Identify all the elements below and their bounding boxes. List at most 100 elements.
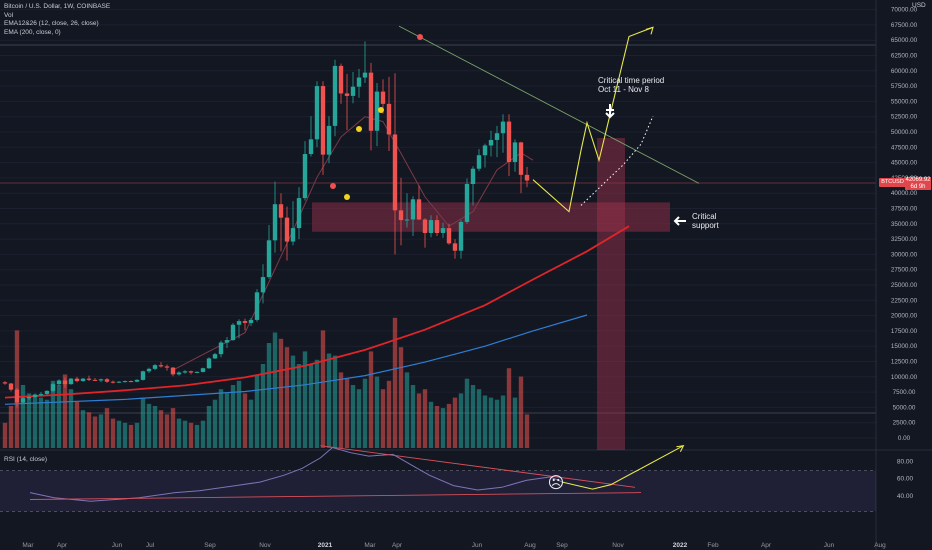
- volume-bar-50: [302, 351, 308, 448]
- time-tick-7: Mar: [364, 542, 376, 549]
- dotted-ema-projection: [580, 115, 654, 206]
- volume-bar-73: [440, 408, 446, 448]
- price-tick-22: 15000.00: [891, 343, 918, 350]
- time-axis[interactable]: Mar Apr Jun Jul Sep Nov 2021 Mar Apr Jun Aug Sep Nov…: [22, 542, 886, 549]
- candle-body-21: [128, 381, 134, 383]
- volume-bar-12: [74, 401, 80, 448]
- candle-body-63: [380, 91, 386, 104]
- candle-body-86: [518, 142, 524, 175]
- time-tick-9: Jun: [472, 542, 483, 549]
- candle-body-48: [290, 228, 296, 242]
- candle-body-71: [428, 220, 434, 233]
- candle-body-24: [146, 368, 152, 372]
- candle-body-87: [524, 174, 530, 181]
- volume-bar-23: [140, 397, 146, 448]
- volume-bar-46: [278, 338, 284, 448]
- volume-bar-8: [50, 380, 56, 448]
- critical-support-annotation: Critical support: [692, 212, 719, 230]
- price-tick-19: 22500.00: [891, 297, 918, 304]
- candle-body-55: [332, 65, 338, 126]
- volume-bar-70: [422, 389, 428, 448]
- price-tick-5: 57500.00: [891, 83, 918, 90]
- indicator-ema200[interactable]: EMA (200, close, 0): [4, 28, 61, 36]
- price-tick-0: 70000.00: [891, 7, 918, 14]
- rsi-projection-arrowhead: [676, 445, 685, 452]
- volume-bar-33: [200, 420, 206, 448]
- volume-bar-31: [188, 422, 194, 448]
- candle-body-1: [8, 383, 14, 390]
- volume-bar-37: [224, 393, 230, 448]
- candle-body-0: [2, 382, 8, 384]
- indicator-volume[interactable]: Vol: [4, 11, 14, 19]
- volume-bar-64: [386, 380, 392, 448]
- price-tick-12: 40000.00: [891, 190, 918, 197]
- candle-body-15: [92, 379, 98, 381]
- candle-body-49: [296, 198, 302, 229]
- volume-bar-56: [338, 372, 344, 448]
- price-tick-21: 17500.00: [891, 328, 918, 335]
- price-tick-9: 47500.00: [891, 144, 918, 151]
- price-tick-28: 0.00: [898, 435, 911, 442]
- bar-countdown: 6d 9h: [910, 184, 926, 190]
- candle-body-60: [362, 72, 368, 78]
- critical-support-line-2: support: [692, 221, 719, 230]
- candle-body-5: [32, 394, 38, 397]
- candle-body-31: [188, 371, 194, 373]
- volume-bar-48: [290, 355, 296, 448]
- volume-bar-59: [356, 389, 362, 448]
- volume-bar-53: [320, 330, 326, 448]
- indicator-rsi[interactable]: RSI (14, close): [4, 456, 47, 463]
- candle-body-17: [104, 379, 110, 382]
- volume-bar-62: [374, 376, 380, 448]
- candle-body-9: [56, 380, 62, 385]
- candle-body-2: [14, 389, 20, 403]
- volume-bar-41: [248, 399, 254, 448]
- volume-bar-1: [8, 406, 14, 448]
- candle-body-13: [80, 378, 86, 382]
- volume-bar-63: [380, 389, 386, 448]
- candle-body-78: [470, 168, 476, 185]
- candle-body-19: [116, 381, 122, 383]
- time-tick-2: Jun: [112, 542, 123, 549]
- volume-bar-66: [398, 347, 404, 448]
- volume-bar-72: [434, 406, 440, 448]
- downtrend-line: [398, 25, 700, 184]
- rsi-pane: ☹ 80.00 60.00 40.00: [0, 445, 914, 512]
- critical-support-zone: [312, 202, 670, 232]
- candle-body-77: [464, 184, 470, 222]
- volume-bar-13: [80, 410, 86, 448]
- volume-bar-36: [218, 389, 224, 448]
- volume-bar-11: [68, 389, 74, 448]
- price-tick-15: 32500.00: [891, 236, 918, 243]
- price-tick-6: 55000.00: [891, 98, 918, 105]
- candle-body-75: [452, 243, 458, 251]
- volume-bar-79: [476, 389, 482, 448]
- candle-body-65: [392, 134, 398, 211]
- candle-body-22: [134, 379, 140, 382]
- candle-body-68: [410, 199, 416, 220]
- candle-body-80: [482, 145, 488, 156]
- last-price-value: 42069.92: [905, 177, 931, 183]
- volume-bar-67: [404, 372, 410, 448]
- indicator-ema12-26[interactable]: EMA12&26 (12, close, 26, close): [4, 20, 99, 27]
- candle-body-46: [278, 204, 284, 218]
- candle-body-42: [254, 292, 260, 320]
- sad-face-icon: ☹: [548, 473, 565, 492]
- candle-body-25: [152, 365, 158, 369]
- volume-bar-45: [272, 332, 278, 448]
- volume-bar-38: [230, 385, 236, 448]
- price-tick-8: 50000.00: [891, 129, 918, 136]
- price-tick-26: 5000.00: [893, 404, 916, 411]
- price-axis[interactable]: 70000.00 67500.00 65000.00 62500.00 60000.00…: [891, 7, 918, 442]
- volume-bar-58: [350, 385, 356, 448]
- price-tick-4: 60000.00: [891, 68, 918, 75]
- ema-fast-line: [172, 116, 534, 371]
- candles-layer: [2, 41, 530, 408]
- ema-lines: [4, 116, 630, 405]
- candle-body-62: [374, 91, 380, 131]
- candle-body-47: [284, 217, 290, 242]
- volume-bar-9: [56, 385, 62, 448]
- symbol-title[interactable]: Bitcoin / U.S. Dollar, 1W, COINBASE: [4, 3, 111, 10]
- candle-body-85: [512, 142, 518, 162]
